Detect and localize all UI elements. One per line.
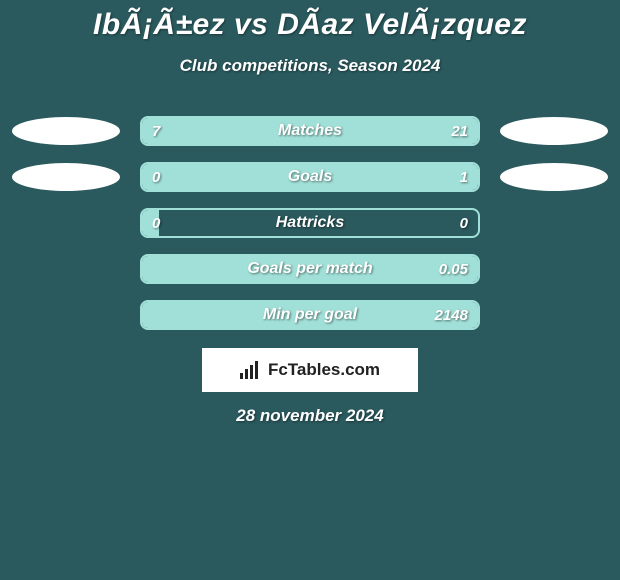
footer-date: 28 november 2024 bbox=[0, 406, 620, 426]
chart-icon bbox=[240, 361, 262, 379]
left-ellipse bbox=[12, 117, 120, 145]
right-ellipse bbox=[500, 209, 608, 237]
stat-row: 0.05Goals per match bbox=[0, 254, 620, 284]
stat-bar: 0.05Goals per match bbox=[140, 254, 480, 284]
stat-row: 2148Min per goal bbox=[0, 300, 620, 330]
left-ellipse bbox=[12, 209, 120, 237]
stat-left-value: 7 bbox=[152, 118, 160, 144]
bar-right-fill bbox=[159, 302, 478, 328]
logo-box: FcTables.com bbox=[202, 348, 418, 392]
stat-right-value: 0 bbox=[460, 210, 468, 236]
left-ellipse bbox=[12, 301, 120, 329]
stat-row: 01Goals bbox=[0, 162, 620, 192]
stat-right-value: 1 bbox=[460, 164, 468, 190]
stat-left-value: 0 bbox=[152, 210, 160, 236]
stat-bar: 2148Min per goal bbox=[140, 300, 480, 330]
right-ellipse bbox=[500, 301, 608, 329]
bar-right-fill bbox=[159, 164, 478, 190]
stat-left-value: 0 bbox=[152, 164, 160, 190]
stat-bar: 01Goals bbox=[140, 162, 480, 192]
stat-row: 0 0Hattricks bbox=[0, 208, 620, 238]
comparison-infographic: IbÃ¡Ã±ez vs DÃ­az VelÃ¡zquez Club compet… bbox=[0, 0, 620, 426]
stat-right-value: 21 bbox=[451, 118, 468, 144]
right-ellipse bbox=[500, 117, 608, 145]
bar-left-fill bbox=[142, 256, 159, 282]
logo-text: FcTables.com bbox=[268, 360, 380, 380]
page-subtitle: Club competitions, Season 2024 bbox=[0, 56, 620, 76]
stat-right-value: 0.05 bbox=[439, 256, 468, 282]
page-title: IbÃ¡Ã±ez vs DÃ­az VelÃ¡zquez bbox=[0, 8, 620, 42]
stat-rows-container: 721Matches01Goals00Hattricks0.05Goals pe… bbox=[0, 116, 620, 330]
left-ellipse bbox=[12, 163, 120, 191]
bar-left-fill bbox=[142, 302, 159, 328]
bar-right-fill bbox=[159, 256, 478, 282]
stat-bar: 0 0Hattricks bbox=[140, 208, 480, 238]
right-ellipse bbox=[500, 255, 608, 283]
stat-label: Hattricks bbox=[142, 210, 478, 236]
stat-right-value: 2148 bbox=[435, 302, 468, 328]
stat-bar: 721Matches bbox=[140, 116, 480, 146]
left-ellipse bbox=[12, 255, 120, 283]
stat-row: 721Matches bbox=[0, 116, 620, 146]
right-ellipse bbox=[500, 163, 608, 191]
bar-right-fill bbox=[229, 118, 478, 144]
